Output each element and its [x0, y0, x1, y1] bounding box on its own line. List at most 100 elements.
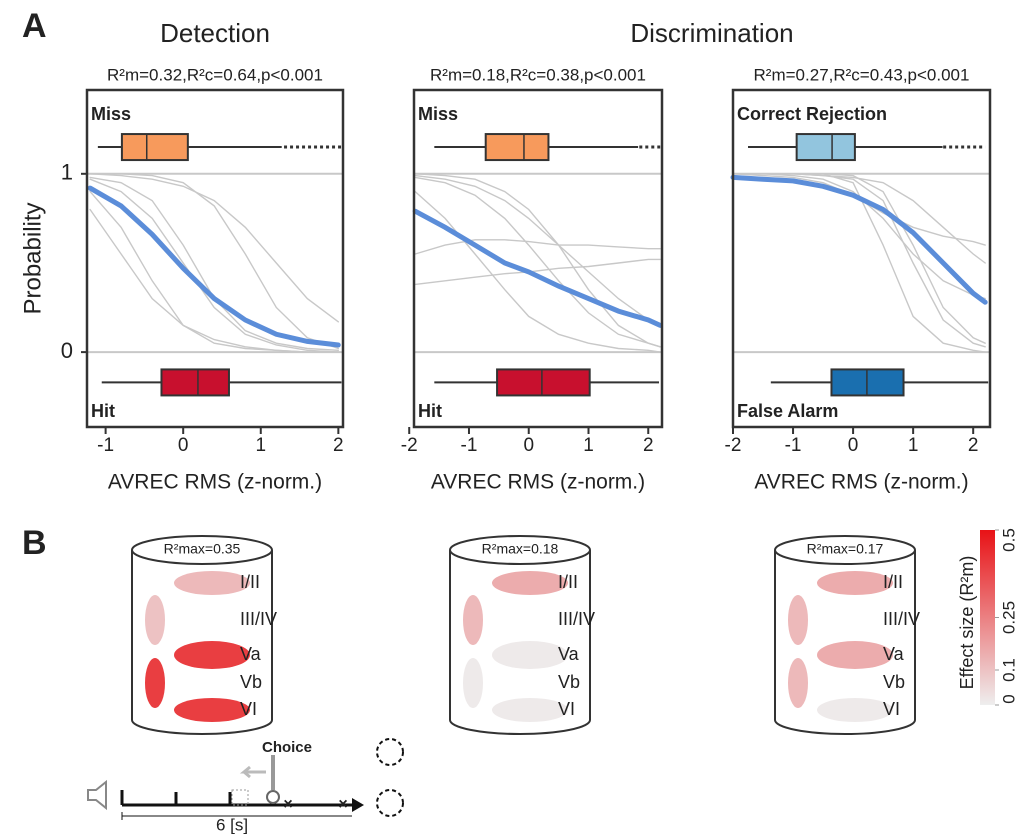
- box-label: Hit: [418, 401, 442, 421]
- subject-curve: [89, 173, 339, 323]
- box: [496, 368, 591, 397]
- layer-effect: [492, 571, 568, 595]
- group-title: Discrimination: [630, 18, 793, 48]
- x-tick-label: 1: [255, 435, 266, 456]
- subject-curve: [414, 174, 661, 327]
- colorbar-tick-label: 0.5: [999, 528, 1018, 552]
- layer-label: Va: [883, 644, 905, 664]
- window: [231, 789, 249, 806]
- layer-effect: [492, 698, 568, 722]
- cylinder-top: [774, 535, 916, 565]
- r2max-label: R²max=0.18: [482, 541, 559, 557]
- chart-subtitle: R²m=0.32,R²c=0.64,p<0.001: [107, 65, 323, 84]
- layer-effect: [463, 658, 483, 708]
- box: [160, 368, 230, 397]
- layer-label: III/IV: [883, 609, 920, 629]
- x-tick-label: 1: [583, 435, 594, 456]
- x-tick-label: 0: [523, 435, 534, 456]
- layer-effect: [817, 641, 893, 669]
- layer-effect: [174, 698, 250, 722]
- layer-effect: [817, 571, 893, 595]
- layer-label: Va: [240, 644, 262, 664]
- colorbar-tick-label: 0.25: [999, 601, 1018, 634]
- layer-effect: [174, 641, 250, 669]
- layer-effect: [174, 571, 250, 595]
- mean-curve: [87, 185, 341, 348]
- layer-label: Vb: [883, 672, 905, 692]
- panel-label: A: [22, 7, 47, 45]
- chart-title: Detection: [160, 18, 270, 48]
- layer-label: Vb: [240, 672, 262, 692]
- layer-effect: [788, 658, 808, 708]
- plot-frame: [85, 88, 345, 429]
- x-tick-label: -1: [461, 435, 478, 456]
- x-tick-label: 1: [908, 435, 919, 456]
- subject-curve: [414, 239, 661, 255]
- colorbar-tick-label: 0: [999, 694, 1018, 703]
- x-mark: ×: [283, 796, 292, 813]
- y-tick-label: 0: [61, 338, 73, 363]
- layer-effect: [145, 658, 165, 708]
- subject-curve: [89, 178, 339, 353]
- x-tick-label: -1: [97, 435, 114, 456]
- r2max-label: R²max=0.35: [164, 541, 241, 557]
- x-tick-label: 2: [968, 435, 979, 456]
- layer-label: III/IV: [558, 609, 595, 629]
- x-tick-label: -2: [725, 435, 742, 456]
- subject-curve: [414, 173, 661, 348]
- colorbar-label: Effect size (R²m): [957, 556, 977, 690]
- x-mark: ×: [338, 796, 347, 813]
- outcome-icon: [376, 738, 404, 766]
- r2max-label: R²max=0.17: [807, 541, 884, 557]
- layer-effect: [492, 641, 568, 669]
- layer-effect: [145, 595, 165, 645]
- x-tick-label: 0: [178, 435, 189, 456]
- box-label: Correct Rejection: [737, 104, 887, 124]
- choice-arrow: [239, 765, 266, 779]
- choice-label: Choice: [262, 739, 312, 756]
- x-tick-label: -1: [785, 435, 802, 456]
- box-label: Miss: [418, 104, 458, 124]
- x-tick-label: 0: [848, 435, 859, 456]
- plot-frame: [731, 88, 992, 429]
- task-schematic: × × Choice 6 [s]: [87, 738, 404, 834]
- cylinder-top: [131, 535, 273, 565]
- y-axis-label: Probability: [19, 202, 46, 314]
- panel-label: B: [22, 524, 47, 562]
- x-axis-label: AVREC RMS (z-norm.): [754, 471, 968, 494]
- outcome-icon: [376, 789, 404, 817]
- box: [120, 133, 189, 162]
- subject-curve: [732, 173, 986, 344]
- layer-label: Vb: [558, 672, 580, 692]
- subject-curve: [414, 176, 661, 348]
- x-tick-label: 2: [333, 435, 344, 456]
- layer-label: VI: [558, 699, 575, 719]
- cylinder-top: [449, 535, 591, 565]
- subject-curve: [89, 208, 339, 353]
- x-tick-label: -2: [401, 435, 418, 456]
- subject-curve: [89, 173, 339, 350]
- y-tick-label: 1: [61, 160, 73, 185]
- layer-label: III/IV: [240, 609, 277, 629]
- plot-frame: [412, 88, 664, 429]
- box: [795, 133, 856, 162]
- x-axis-label: AVREC RMS (z-norm.): [108, 471, 322, 494]
- colorbar: [980, 530, 995, 705]
- speaker-icon: [87, 779, 107, 811]
- layer-label: I/II: [240, 572, 260, 592]
- box: [484, 133, 550, 162]
- layer-label: I/II: [883, 572, 903, 592]
- layer-label: I/II: [558, 572, 578, 592]
- chart-subtitle: R²m=0.18,R²c=0.38,p<0.001: [430, 65, 646, 84]
- mean-curve: [412, 208, 663, 328]
- layer-effect: [463, 595, 483, 645]
- layer-effect: [788, 595, 808, 645]
- colorbar-tick-label: 0.1: [999, 658, 1018, 682]
- chart-subtitle: R²m=0.27,R²c=0.43,p<0.001: [754, 65, 970, 84]
- subject-curve: [414, 258, 661, 286]
- box-label: False Alarm: [737, 401, 838, 421]
- box-label: Miss: [91, 104, 131, 124]
- x-axis-label: AVREC RMS (z-norm.): [431, 471, 645, 494]
- mean-curve: [730, 174, 988, 305]
